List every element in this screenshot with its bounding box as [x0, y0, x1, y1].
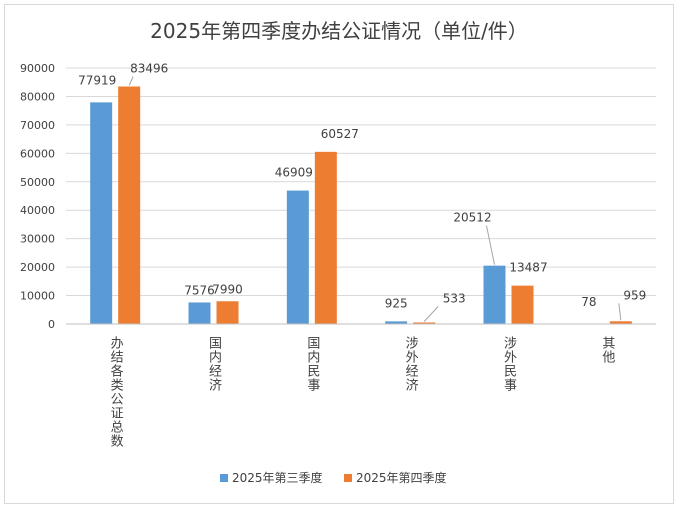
bar-q4 — [413, 322, 436, 324]
y-tick-label: 90000 — [20, 62, 55, 75]
y-tick-label: 10000 — [20, 290, 55, 303]
y-tick-label: 30000 — [20, 233, 55, 246]
y-tick-label: 40000 — [20, 204, 55, 217]
data-label: 78 — [581, 295, 596, 309]
data-label: 7576 — [184, 283, 215, 297]
category-label: 国内民事 — [304, 336, 320, 392]
y-tick-label: 70000 — [20, 119, 55, 132]
data-label: 77919 — [78, 73, 116, 87]
data-label: 7990 — [212, 282, 243, 296]
y-tick-label: 60000 — [20, 147, 55, 160]
chart-title: 2025年第四季度办结公证情况（单位/件） — [150, 19, 528, 43]
bar-q3 — [483, 265, 506, 324]
legend-label: 2025年第三季度 — [232, 470, 323, 485]
data-label: 60527 — [321, 127, 359, 141]
legend-swatch — [220, 474, 228, 482]
bar-q4 — [511, 285, 534, 324]
bar-q4 — [118, 86, 141, 324]
leader-line — [128, 76, 134, 86]
category-label: 涉外经济 — [403, 336, 419, 392]
legend-label: 2025年第四季度 — [356, 470, 447, 485]
bar-q4 — [216, 301, 239, 324]
data-label: 46909 — [275, 166, 313, 180]
data-label: 83496 — [130, 62, 168, 76]
bar-q4 — [314, 151, 337, 324]
data-label: 959 — [623, 288, 646, 302]
leader-line — [618, 303, 622, 321]
y-tick-label: 20000 — [20, 261, 55, 274]
y-tick-label: 0 — [48, 318, 55, 331]
leader-line — [486, 225, 495, 265]
data-label: 925 — [385, 296, 408, 310]
category-label: 涉外民事 — [501, 336, 517, 392]
bar-q3 — [188, 302, 211, 324]
bar-q3 — [385, 321, 408, 324]
bar-q3 — [90, 102, 113, 324]
category-label: 办结各类公证总数 — [108, 336, 124, 448]
category-label: 国内经济 — [206, 336, 222, 392]
leader-line — [423, 306, 439, 322]
legend-swatch — [344, 474, 352, 482]
category-label: 其他 — [599, 336, 615, 364]
chart-frame — [4, 4, 674, 504]
bar-q3 — [286, 190, 309, 324]
y-tick-label: 50000 — [20, 176, 55, 189]
data-label: 13487 — [509, 261, 547, 275]
bar-q4 — [609, 321, 632, 324]
data-label: 20512 — [453, 211, 491, 225]
y-tick-label: 80000 — [20, 90, 55, 103]
data-label: 533 — [443, 291, 466, 305]
